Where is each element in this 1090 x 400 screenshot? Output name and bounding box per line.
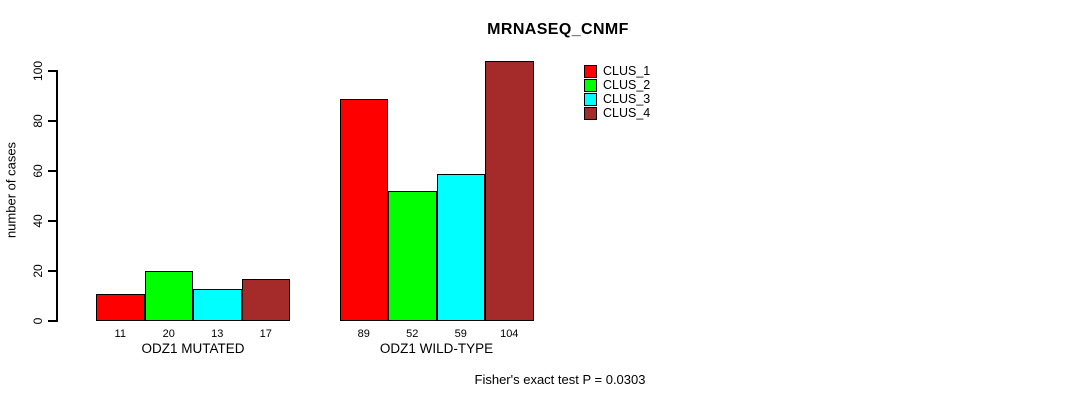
y-tick-label: 40	[31, 214, 45, 228]
bar-value-label: 89	[357, 328, 370, 340]
y-tick-label: 20	[31, 264, 45, 278]
bar-value-label: 11	[114, 328, 126, 340]
legend-label: CLUS_2	[603, 77, 651, 92]
y-tick	[48, 120, 56, 122]
legend-swatch	[584, 107, 597, 121]
legend-item-clus_2: CLUS_2	[584, 78, 650, 92]
bar-value-label: 20	[162, 328, 175, 340]
y-tick-label: 60	[31, 164, 45, 178]
legend: CLUS_1 CLUS_2 CLUS_3 CLUS_4	[584, 64, 650, 121]
bar-value-label: 13	[211, 328, 224, 340]
legend-item-clus_3: CLUS_3	[584, 92, 650, 106]
y-tick	[48, 270, 56, 272]
bar-value-label: 59	[454, 328, 467, 340]
y-tick	[48, 220, 56, 222]
legend-label: CLUS_1	[603, 63, 651, 78]
bar-clus_2-group1	[144, 271, 193, 321]
y-tick-label: 0	[31, 317, 45, 325]
y-tick-label: 80	[31, 114, 45, 128]
legend-label: CLUS_4	[603, 106, 651, 121]
bar-value-label: 52	[406, 328, 419, 340]
y-axis-label: number of cases	[3, 141, 19, 239]
y-tick	[48, 320, 56, 322]
y-tick-label: 100	[31, 60, 45, 82]
bar-clus_1-group2	[339, 98, 388, 321]
bar-clus_3-group2	[436, 173, 485, 321]
bar-clus_4-group1	[241, 278, 290, 321]
y-tick	[48, 170, 56, 172]
y-axis-line	[56, 70, 58, 322]
legend-label: CLUS_3	[603, 91, 651, 106]
bar-clus_1-group1	[96, 293, 145, 321]
x-category-label: ODZ1 MUTATED	[141, 341, 245, 356]
bar-clus_4-group2	[485, 61, 534, 321]
legend-item-clus_4: CLUS_4	[584, 107, 650, 121]
chart-title: MRNASEQ_CNMF	[487, 21, 629, 38]
bar-clus_3-group1	[193, 288, 242, 321]
y-tick	[48, 70, 56, 72]
bar-value-label: 17	[259, 328, 272, 340]
x-category-label: ODZ1 WILD-TYPE	[379, 341, 494, 356]
bar-value-label: 104	[500, 328, 519, 340]
legend-swatch	[584, 64, 597, 78]
legend-swatch	[584, 78, 597, 92]
legend-swatch	[584, 92, 597, 106]
bar-clus_2-group2	[388, 191, 437, 321]
fisher-test-note: Fisher's exact test P = 0.0303	[474, 372, 646, 387]
legend-item-clus_1: CLUS_1	[584, 64, 650, 78]
